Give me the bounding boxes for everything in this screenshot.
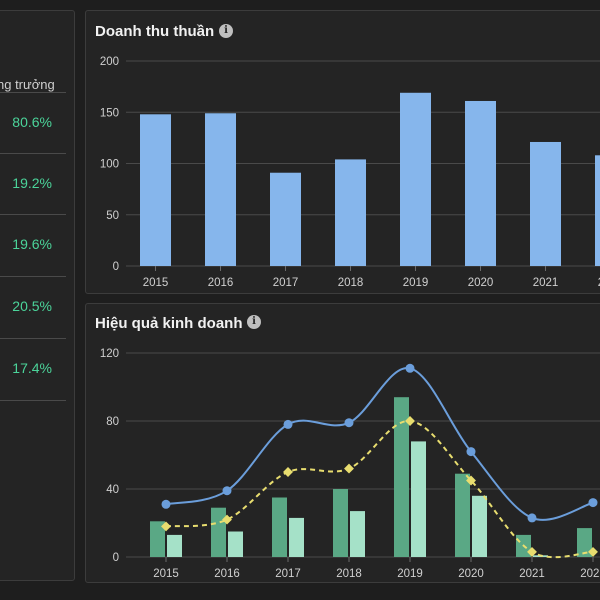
revenue-bar xyxy=(140,114,171,266)
line-point xyxy=(466,447,476,457)
growth-value: 19.6% xyxy=(12,236,52,252)
line-point-diamond xyxy=(344,463,354,474)
growth-row: 20.5% xyxy=(0,276,66,338)
x-tick-label: 2018 xyxy=(336,568,362,580)
y-tick-label: 120 xyxy=(100,348,119,360)
growth-column-header: ng trưởng xyxy=(0,77,55,92)
bar-series-2 xyxy=(167,534,182,557)
line-point xyxy=(527,513,537,523)
line-point xyxy=(222,486,232,496)
line-series-dashed xyxy=(165,419,594,559)
growth-row: 19.6% xyxy=(0,214,66,276)
x-tick-label: 2020 xyxy=(468,277,494,289)
revenue-bar xyxy=(465,100,496,266)
x-tick-label: 2017 xyxy=(273,277,299,289)
info-icon[interactable]: i xyxy=(247,315,261,329)
revenue-bar xyxy=(205,113,236,267)
bar-series-1 xyxy=(333,489,348,557)
efficiency-title: Hiệu quả kinh doanh xyxy=(95,315,243,332)
x-tick-label: 2022 xyxy=(598,277,600,289)
x-tick-label: 2015 xyxy=(153,568,179,580)
growth-value: 17.4% xyxy=(12,360,52,376)
efficiency-chart: 0 40 80 120 2015 2016 2017 2018 2019 2020 2021 2022 xyxy=(100,348,600,580)
line-point xyxy=(405,363,415,373)
line-point xyxy=(283,419,293,429)
growth-row: 80.6% xyxy=(0,92,66,154)
growth-value: 20.5% xyxy=(12,298,52,314)
y-tick-label: 40 xyxy=(106,484,119,496)
revenue-chart: 0 50 100 150 200 2015 2016 2017 2018 2019 2020 2021… xyxy=(100,56,600,289)
revenue-bar xyxy=(595,155,600,266)
y-tick-label: 200 xyxy=(100,56,119,68)
line-series-solid xyxy=(165,367,594,521)
revenue-bar xyxy=(270,172,301,266)
bar-series-1 xyxy=(272,497,287,557)
x-tick-label: 2021 xyxy=(533,277,559,289)
y-tick-label: 0 xyxy=(113,552,119,564)
y-tick-label: 100 xyxy=(100,159,119,171)
bar-series-1 xyxy=(211,507,226,557)
line-point-diamond xyxy=(527,546,537,557)
growth-row: 19.2% xyxy=(0,153,66,215)
growth-row: 17.4% xyxy=(0,338,66,400)
x-tick-label: 2019 xyxy=(403,277,429,289)
line-point-diamond xyxy=(283,467,293,477)
bar-series-2 xyxy=(289,517,304,557)
line-point xyxy=(588,498,598,508)
revenue-title: Doanh thu thuần xyxy=(95,23,215,40)
x-tick-label: 2021 xyxy=(519,568,545,580)
bar-series-1 xyxy=(150,521,165,557)
growth-divider xyxy=(0,400,66,401)
revenue-bar xyxy=(530,141,561,266)
y-tick-label: 80 xyxy=(106,416,119,428)
bar-series-2 xyxy=(228,531,243,557)
growth-value: 80.6% xyxy=(12,114,52,130)
bar-series-2 xyxy=(350,511,365,557)
x-tick-label: 2015 xyxy=(143,277,169,289)
line-point-diamond xyxy=(161,521,171,532)
growth-panel: ng trưởng 80.6% 19.2% 19.6% 20.5% 17.4% xyxy=(0,10,75,581)
y-tick-label: 0 xyxy=(113,261,119,273)
y-tick-label: 50 xyxy=(106,210,119,222)
x-tick-label: 2018 xyxy=(338,277,364,289)
bar-series-2 xyxy=(411,441,426,557)
info-icon[interactable]: i xyxy=(219,24,233,38)
bar-series-1 xyxy=(577,528,592,557)
efficiency-panel: Hiệu quả kinh doanh i 0 40 80 120 2015 2016 20… xyxy=(85,303,600,583)
revenue-panel: Doanh thu thuần i 0 50 100 150 200 2015 2016 20… xyxy=(85,10,600,294)
x-tick-label: 2016 xyxy=(208,277,234,289)
growth-value: 19.2% xyxy=(12,175,52,191)
revenue-bar xyxy=(335,159,366,266)
x-tick-label: 2016 xyxy=(214,568,240,580)
x-tick-label: 2019 xyxy=(397,568,423,580)
x-tick-label: 2022 xyxy=(580,568,600,580)
y-tick-label: 150 xyxy=(100,107,119,119)
bar-series-1 xyxy=(394,397,409,557)
line-point-diamond xyxy=(222,514,232,525)
x-tick-label: 2020 xyxy=(458,568,484,580)
bar-series-2 xyxy=(472,495,487,557)
revenue-bar xyxy=(400,92,431,267)
bar-series-1 xyxy=(455,473,470,557)
line-point xyxy=(344,418,354,428)
line-point-diamond xyxy=(588,546,598,557)
line-point xyxy=(161,499,171,509)
x-tick-label: 2017 xyxy=(275,568,301,580)
